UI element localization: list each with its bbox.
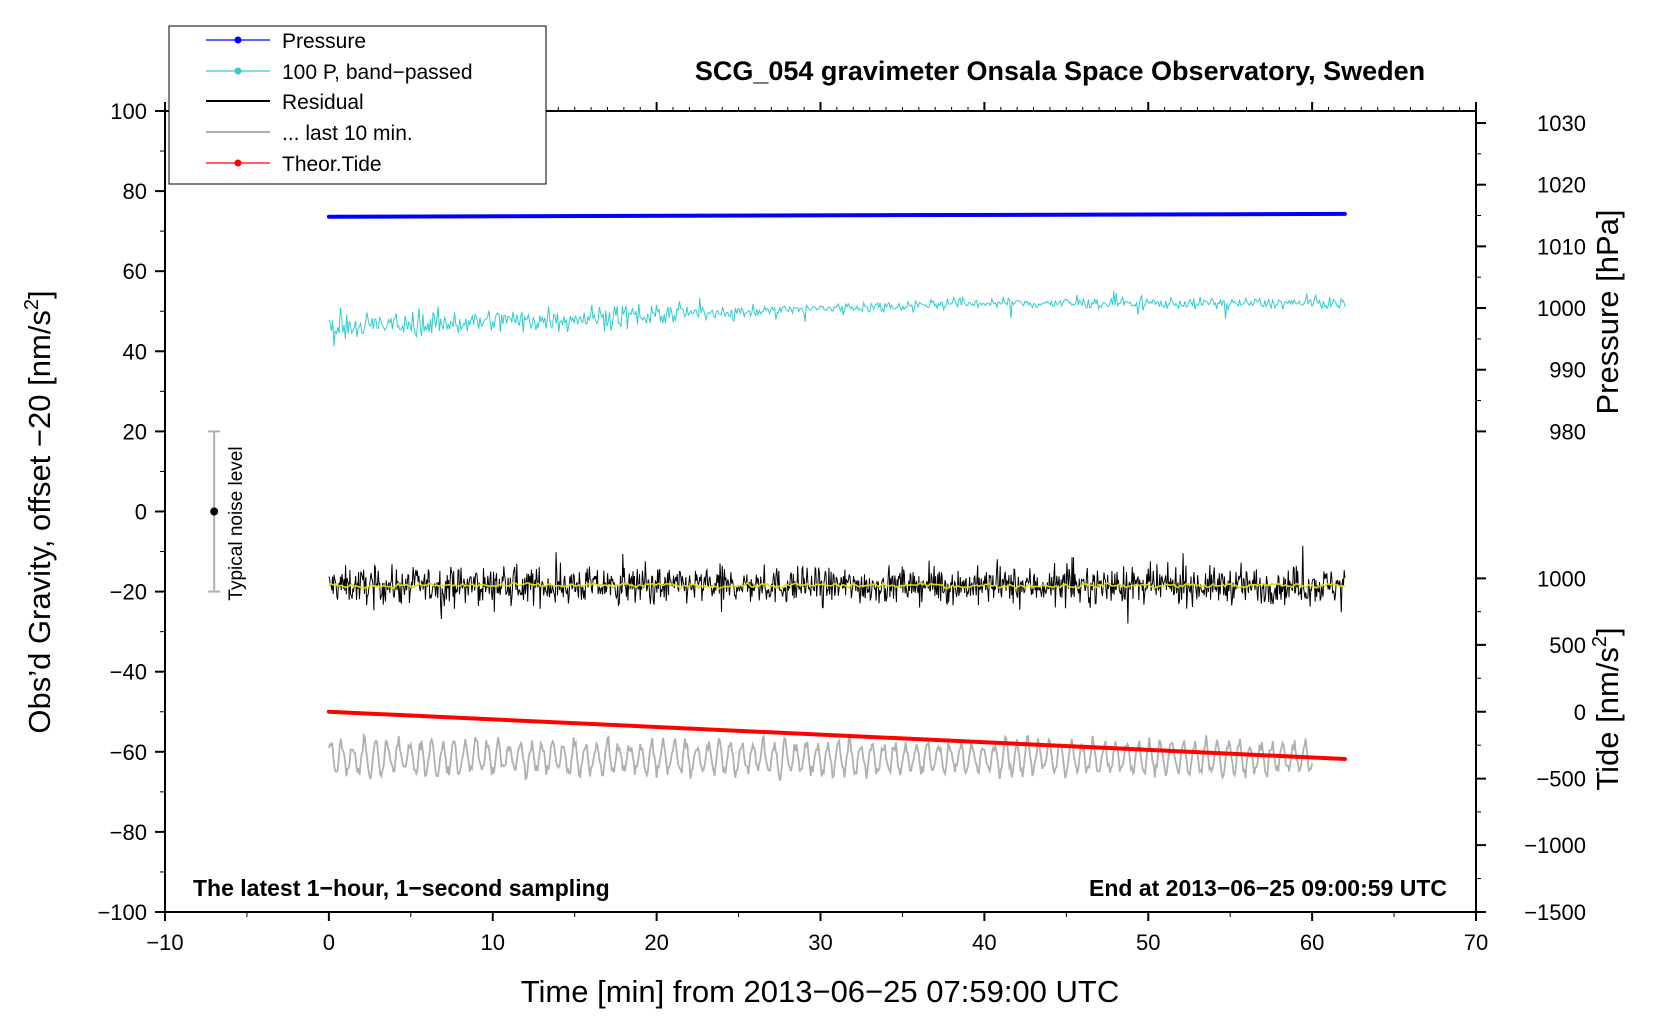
legend-label: 100 P, band−passed (282, 61, 473, 84)
series-band-passed (328, 290, 1346, 347)
legend: Pressure 100 P, band−passed Residual ...… (168, 25, 547, 185)
tide-tick-label: −500 (1536, 767, 1586, 792)
y-tick-label: −20 (110, 580, 147, 605)
plot-frame (164, 110, 1477, 913)
pressure-tick-label: 1010 (1537, 234, 1586, 259)
pressure-tick-label: 1000 (1537, 296, 1586, 321)
chart-title: SCG_054 gravimeter Onsala Space Observat… (695, 56, 1425, 86)
annotation-end-time: End at 2013−06−25 09:00:59 UTC (1089, 875, 1447, 901)
tide-axis-title: Tide [nm/s2] (1589, 627, 1625, 790)
tide-tick-label: −1000 (1524, 833, 1586, 858)
tide-tick-label: 1000 (1537, 566, 1586, 591)
x-tick-label: −10 (146, 930, 183, 955)
pressure-axis-title: Pressure [hPa] (1590, 209, 1625, 414)
y-tick-label: 80 (123, 179, 147, 204)
legend-label: Residual (282, 91, 364, 114)
noise-level-indicator: Typical noise level (208, 430, 247, 601)
legend-entry-residual: Residual (206, 91, 364, 114)
series-residual (328, 545, 1346, 624)
series-layer (326, 211, 1347, 782)
legend-entry-theor-tide: Theor.Tide (206, 153, 382, 176)
pressure-tick-label: 990 (1549, 358, 1586, 383)
y-axis-title: Obs’d Gravity, offset −20 [nm/s2] (21, 290, 57, 733)
tide-tick-label: 500 (1549, 633, 1586, 658)
legend-label: Theor.Tide (282, 153, 382, 176)
tide-tick-label: −1500 (1524, 900, 1586, 925)
y-tick-label: −100 (97, 900, 147, 925)
legend-box (168, 25, 547, 185)
pressure-tick-label: 980 (1549, 419, 1586, 444)
x-tick-label: 40 (972, 930, 996, 955)
noise-bar-center (210, 507, 219, 516)
x-tick-label: 60 (1300, 930, 1324, 955)
y-tick-label: −60 (110, 740, 147, 765)
x-tick-label: 30 (808, 930, 832, 955)
pressure-tick-label: 1020 (1537, 173, 1586, 198)
annotation-sampling: The latest 1−hour, 1−second sampling (193, 875, 610, 901)
y-tick-label: −40 (110, 660, 147, 685)
series-residual-smoothed (328, 581, 1345, 590)
legend-entry-pressure: Pressure (206, 30, 366, 53)
y-tick-label: 20 (123, 419, 147, 444)
y-tick-label: 40 (123, 339, 147, 364)
x-tick-label: 10 (481, 930, 505, 955)
legend-entry-last-10-min: ... last 10 min. (206, 122, 413, 145)
y-tick-label: 60 (123, 259, 147, 284)
pressure-tick-label: 1030 (1537, 111, 1586, 136)
y-tick-label: 100 (110, 99, 147, 124)
y-tick-label: −80 (110, 820, 147, 845)
noise-level-label: Typical noise level (226, 446, 247, 600)
tide-tick-label: 0 (1574, 700, 1586, 725)
series-theor-tide (326, 709, 1347, 762)
ticks-layer: −10 0 10 20 30 40 50 60 70−100−80−60−40−20020406… (97, 99, 1586, 955)
x-tick-label: 20 (644, 930, 668, 955)
x-axis-title: Time [min] from 2013−06−25 07:59:00 UTC (521, 974, 1120, 1009)
legend-label: ... last 10 min. (282, 122, 413, 145)
legend-entry-band-passed: 100 P, band−passed (206, 61, 473, 84)
legend-swatch-marker (234, 36, 242, 44)
legend-label: Pressure (282, 30, 366, 53)
legend-swatch-marker (234, 67, 242, 75)
x-tick-label: 50 (1136, 930, 1160, 955)
legend-swatch-marker (234, 159, 242, 167)
x-tick-label: 70 (1464, 930, 1488, 955)
series-last-10-min (328, 732, 1313, 782)
series-pressure (326, 211, 1347, 219)
x-tick-label: 0 (323, 930, 335, 955)
y-tick-label: 0 (135, 500, 147, 525)
